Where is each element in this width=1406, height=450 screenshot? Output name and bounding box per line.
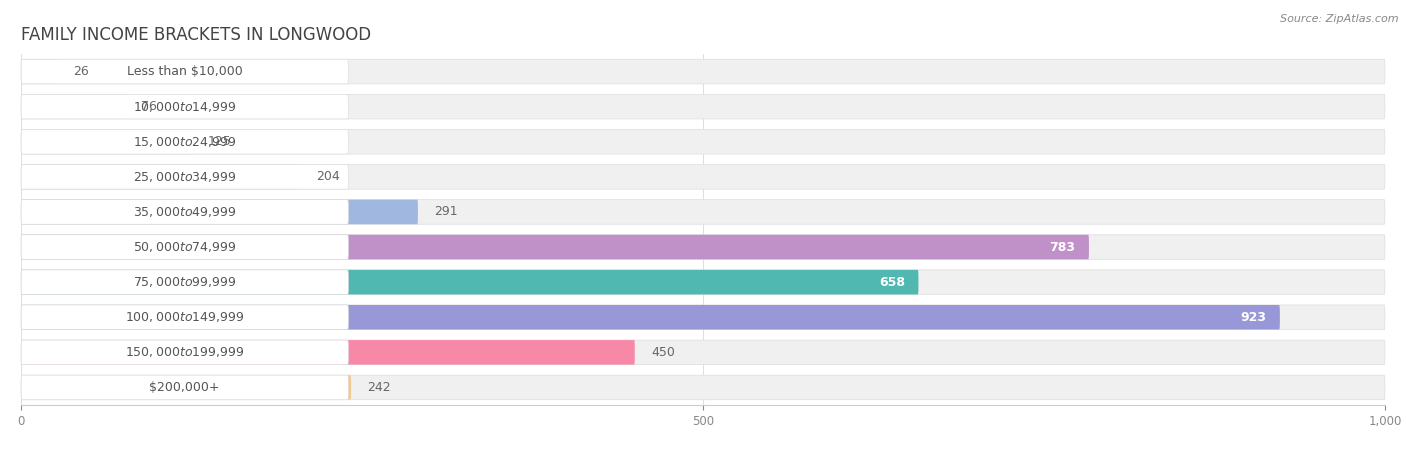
FancyBboxPatch shape [21,270,349,294]
FancyBboxPatch shape [21,94,349,119]
Text: Less than $10,000: Less than $10,000 [127,65,243,78]
FancyBboxPatch shape [21,94,1385,119]
Text: 242: 242 [367,381,391,394]
FancyBboxPatch shape [21,165,349,189]
Text: $200,000+: $200,000+ [149,381,219,394]
Text: $100,000 to $149,999: $100,000 to $149,999 [125,310,245,324]
FancyBboxPatch shape [21,305,1385,329]
FancyBboxPatch shape [21,270,918,294]
Text: FAMILY INCOME BRACKETS IN LONGWOOD: FAMILY INCOME BRACKETS IN LONGWOOD [21,26,371,44]
Text: $10,000 to $14,999: $10,000 to $14,999 [134,99,236,114]
FancyBboxPatch shape [21,200,1385,224]
FancyBboxPatch shape [21,200,349,224]
FancyBboxPatch shape [21,130,1385,154]
Text: $25,000 to $34,999: $25,000 to $34,999 [134,170,236,184]
FancyBboxPatch shape [21,59,349,84]
FancyBboxPatch shape [21,130,191,154]
FancyBboxPatch shape [21,305,1279,329]
FancyBboxPatch shape [21,59,1385,84]
Text: Source: ZipAtlas.com: Source: ZipAtlas.com [1281,14,1399,23]
FancyBboxPatch shape [21,59,56,84]
Text: $75,000 to $99,999: $75,000 to $99,999 [134,275,236,289]
Text: 291: 291 [434,206,458,218]
FancyBboxPatch shape [21,94,125,119]
FancyBboxPatch shape [21,200,418,224]
Text: $35,000 to $49,999: $35,000 to $49,999 [134,205,236,219]
FancyBboxPatch shape [21,375,349,400]
FancyBboxPatch shape [21,165,1385,189]
Text: $15,000 to $24,999: $15,000 to $24,999 [134,135,236,149]
Text: 26: 26 [73,65,89,78]
Text: $50,000 to $74,999: $50,000 to $74,999 [134,240,236,254]
FancyBboxPatch shape [21,235,1090,259]
Text: 76: 76 [141,100,157,113]
FancyBboxPatch shape [21,340,349,364]
Text: 923: 923 [1240,311,1267,324]
FancyBboxPatch shape [21,340,1385,364]
Text: 204: 204 [316,171,339,183]
Text: 658: 658 [879,276,905,288]
Text: 450: 450 [651,346,675,359]
FancyBboxPatch shape [21,340,636,364]
FancyBboxPatch shape [21,130,349,154]
FancyBboxPatch shape [21,375,351,400]
FancyBboxPatch shape [21,270,1385,294]
FancyBboxPatch shape [21,375,1385,400]
Text: 125: 125 [208,135,232,148]
FancyBboxPatch shape [21,165,299,189]
FancyBboxPatch shape [21,235,349,259]
FancyBboxPatch shape [21,235,1385,259]
Text: $150,000 to $199,999: $150,000 to $199,999 [125,345,245,360]
Text: 783: 783 [1049,241,1076,253]
FancyBboxPatch shape [21,305,349,329]
